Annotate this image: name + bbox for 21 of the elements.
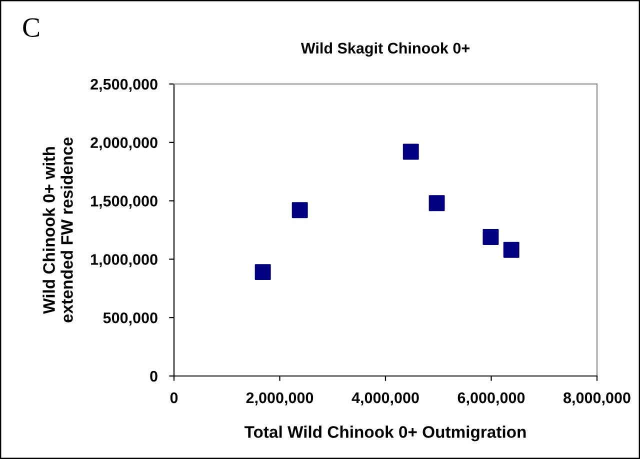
y-tick-label: 500,000 [103, 312, 158, 326]
point [482, 229, 499, 245]
y-tick-label: 2,500,000 [90, 78, 158, 92]
y-tick-label: 1,500,000 [91, 196, 158, 209]
y-tick-label: 1,000,000 [91, 254, 158, 268]
point [402, 144, 419, 160]
point [503, 242, 520, 258]
x-axis-title: Total Wild Chinook 0+ Outmigration [244, 426, 526, 442]
text: C [23, 18, 39, 37]
y-axis-title: Wild Chinook 0+ with extended FW residence [42, 137, 73, 322]
point [254, 264, 271, 280]
x-tick-label: 8,000,000 [564, 392, 630, 406]
x-tick-label: 4,000,000 [352, 392, 419, 406]
x-tick-label: 2,000,000 [246, 392, 314, 406]
point [292, 202, 308, 218]
x-tick-label: 0 [170, 392, 178, 404]
y-tick-label: 0 [150, 370, 158, 382]
chart-title: Wild Skagit Chinook 0+ [300, 42, 470, 57]
point [428, 195, 445, 212]
y-tick-label: 2,000,000 [90, 137, 158, 150]
x-tick-label: 6,000,000 [458, 392, 525, 406]
